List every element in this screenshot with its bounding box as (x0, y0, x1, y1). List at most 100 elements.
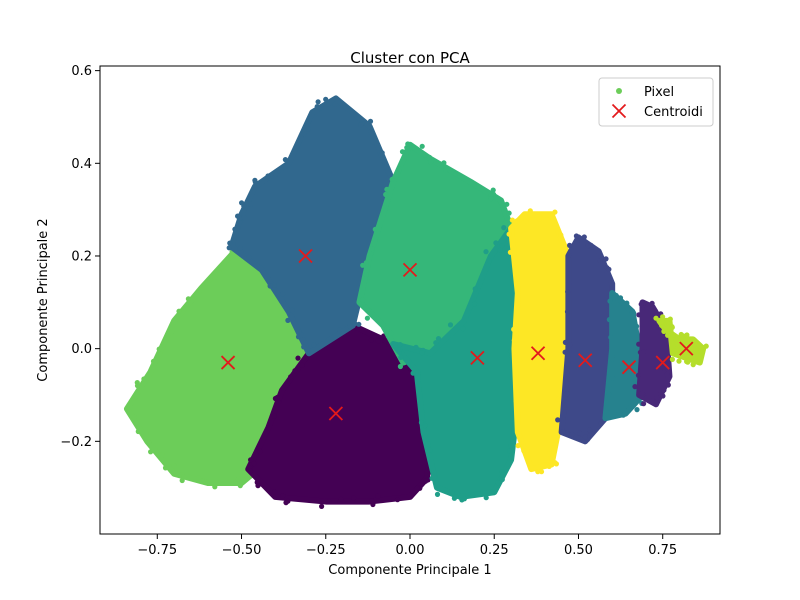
cluster-10-point (699, 350, 706, 356)
cluster-3-point (368, 129, 374, 135)
cluster-7-point (564, 391, 570, 397)
cluster-10-point (676, 358, 682, 364)
cluster-2-point (292, 368, 298, 374)
cluster-5-point (483, 249, 489, 255)
cluster-8-point (608, 334, 614, 340)
cluster-6-point (558, 232, 564, 238)
x-tick-label: −0.75 (137, 543, 177, 558)
cluster-6-point (547, 213, 553, 219)
cluster-5-point (499, 476, 505, 483)
cluster-6-point (523, 214, 529, 220)
cluster-3-point (271, 282, 277, 288)
cluster-9-point (632, 384, 638, 390)
cluster-3-point (352, 321, 358, 327)
cluster-3-point (305, 126, 311, 132)
cluster-1-point (176, 308, 182, 314)
legend-label-centroidi: Centroidi (644, 105, 703, 120)
cluster-2-point (248, 457, 254, 463)
cluster-5-point (415, 370, 421, 376)
cluster-3-point (347, 323, 353, 329)
cluster-1-point (131, 414, 137, 420)
cluster-10-point (703, 343, 709, 349)
cluster-6-point (563, 247, 569, 253)
cluster-8 (602, 290, 646, 422)
cluster-8-point (629, 404, 635, 410)
cluster-3-point (241, 215, 247, 221)
cluster-7-point (567, 342, 573, 348)
cluster-8-point (611, 294, 617, 301)
cluster-1-point (162, 465, 169, 471)
cluster-9-point (652, 308, 658, 314)
legend-centroid-marker (611, 103, 627, 119)
cluster-4-point (384, 325, 390, 331)
cluster-6-point (515, 443, 521, 449)
cluster-6-point (513, 336, 519, 343)
cluster-3-point (282, 157, 288, 163)
cluster-9-point (661, 387, 667, 393)
x-tick-label: −0.25 (306, 543, 346, 558)
cluster-4-point (441, 160, 447, 166)
cluster-1-point (212, 484, 218, 490)
cluster-5-point (433, 340, 439, 346)
cluster-2-point (295, 355, 301, 361)
cluster-8-point (606, 317, 613, 323)
cluster-6-point (516, 357, 523, 363)
centroid-marker (655, 355, 670, 370)
cluster-3-point (265, 173, 271, 179)
cluster-6-point (555, 396, 561, 402)
cluster-8-point (621, 407, 627, 413)
cluster-7-point (564, 309, 571, 315)
cluster-1-point (185, 296, 191, 302)
cluster-9-point (654, 395, 660, 401)
cluster-6-point (552, 460, 558, 466)
cluster-9-point (636, 312, 642, 318)
cluster-4-point (490, 187, 496, 193)
cluster-5-point (435, 336, 442, 342)
y-tick-label: 0.2 (71, 249, 92, 264)
cluster-10-point (669, 324, 675, 330)
chart-title: Cluster con PCA (350, 49, 470, 67)
x-tick-label: 0.00 (396, 543, 425, 558)
cluster-8-point (610, 356, 616, 362)
cluster-8-point (617, 295, 624, 301)
cluster-3-point (323, 96, 329, 102)
cluster-7-point (577, 430, 583, 436)
cluster-5-point (497, 247, 503, 253)
cluster-9-point (665, 382, 671, 388)
cluster-1-point (155, 357, 161, 363)
clusters-layer (123, 95, 709, 509)
cluster-6-point (509, 217, 515, 223)
cluster-4-point (365, 308, 371, 314)
cluster-9-point (635, 372, 642, 378)
cluster-3-point (248, 201, 254, 207)
cluster-4-point (389, 176, 395, 182)
cluster-7-point (562, 349, 568, 355)
centroid-marker (679, 341, 694, 356)
cluster-4-point (360, 262, 366, 268)
cluster-3-point (367, 118, 374, 124)
cluster-8-point (607, 410, 613, 416)
cluster-5-point (500, 472, 506, 478)
cluster-3-point (301, 344, 307, 350)
cluster-3-point (279, 291, 286, 297)
cluster-4-point (442, 167, 449, 173)
x-tick-label: 0.25 (480, 543, 509, 558)
cluster-8-point (634, 323, 640, 329)
cluster-9-point (650, 400, 657, 406)
cluster-5-point (495, 480, 501, 486)
cluster-4-point (426, 154, 433, 160)
cluster-1-point (230, 480, 237, 486)
cluster-2-point (299, 362, 305, 368)
cluster-1-point (133, 394, 139, 400)
legend: Pixel Centroidi (598, 77, 714, 127)
cluster-1-point (143, 431, 149, 437)
cluster-7-point (581, 234, 587, 240)
cluster-1-point (148, 449, 154, 455)
cluster-4-point (428, 159, 434, 165)
cluster-5-point (508, 443, 514, 449)
cluster-1-point (171, 463, 177, 469)
cluster-10-point (671, 348, 678, 354)
cluster-9-point (641, 401, 647, 407)
cluster-2-point (338, 496, 344, 502)
cluster-6-point (524, 447, 531, 453)
